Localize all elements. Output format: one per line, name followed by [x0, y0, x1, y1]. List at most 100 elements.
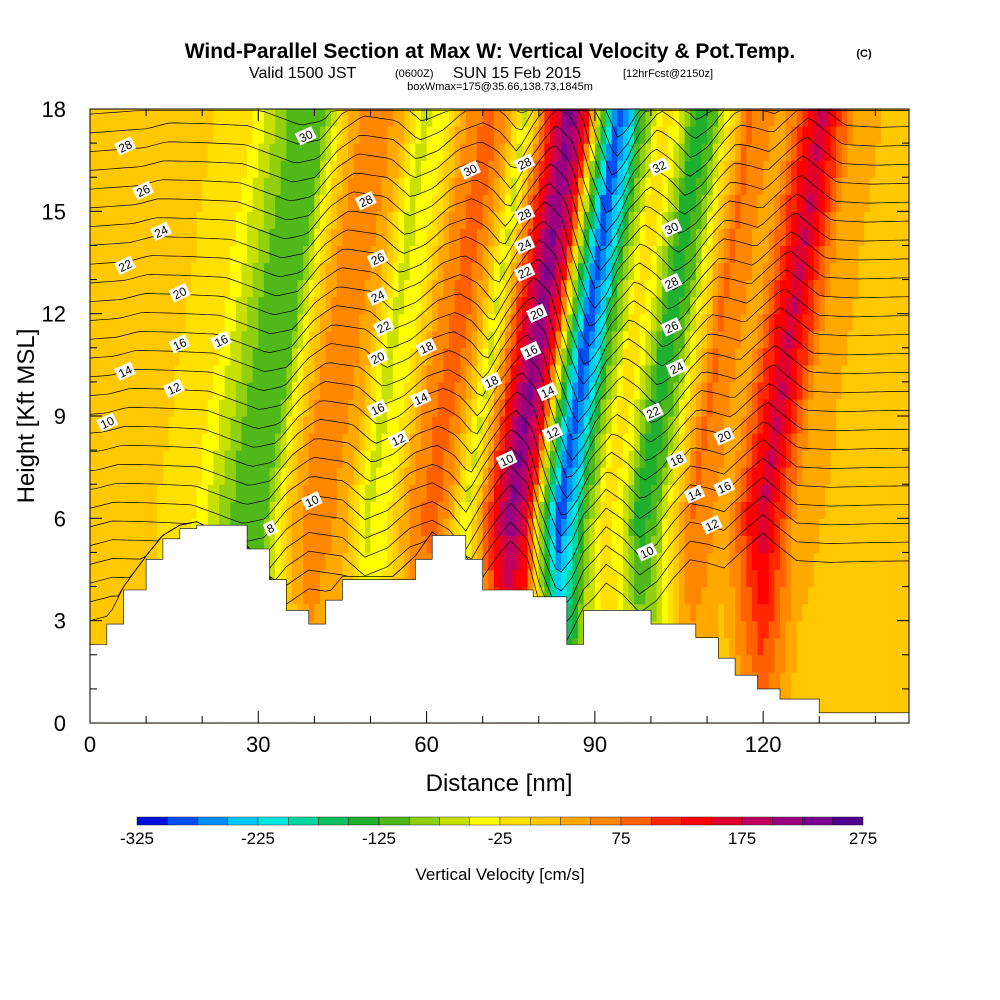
w-cell — [858, 620, 865, 639]
w-cell — [858, 347, 865, 366]
w-cell — [437, 501, 444, 519]
w-cell — [824, 569, 832, 588]
w-cell — [460, 484, 467, 502]
w-cell — [701, 279, 708, 298]
w-cell — [852, 313, 860, 332]
w-cell — [864, 637, 871, 656]
w-cell — [841, 671, 848, 690]
w-cell — [415, 143, 422, 161]
w-cell — [600, 143, 607, 161]
w-cell — [381, 160, 388, 178]
w-cell — [381, 364, 388, 383]
w-cell — [404, 279, 411, 298]
w-cell — [499, 364, 506, 383]
w-cell — [263, 279, 271, 298]
w-cell — [331, 279, 338, 298]
w-cell — [146, 518, 153, 536]
w-cell — [140, 416, 147, 434]
w-cell — [578, 381, 585, 400]
w-cell — [207, 160, 215, 178]
w-cell — [673, 398, 680, 417]
w-cell — [454, 364, 461, 383]
w-cell — [190, 296, 198, 315]
w-cell — [409, 535, 416, 554]
w-cell — [146, 381, 153, 400]
w-cell — [398, 262, 405, 281]
w-cell — [869, 535, 876, 554]
w-cell — [819, 416, 826, 434]
w-cell — [336, 211, 344, 229]
w-cell — [263, 501, 271, 519]
w-cell — [319, 279, 327, 298]
w-cell — [768, 467, 775, 485]
w-cell — [841, 228, 848, 247]
w-cell — [90, 552, 97, 571]
w-cell — [566, 518, 574, 536]
w-cell — [488, 467, 495, 485]
w-cell — [836, 194, 843, 212]
w-cell — [645, 501, 652, 519]
w-cell — [589, 518, 596, 536]
w-cell — [241, 313, 248, 332]
w-cell — [449, 484, 456, 502]
w-cell — [819, 586, 826, 605]
w-cell — [297, 364, 304, 383]
w-cell — [634, 228, 641, 247]
w-cell — [280, 501, 287, 519]
w-cell — [235, 467, 243, 485]
w-cell — [808, 671, 815, 690]
w-cell — [241, 177, 248, 195]
w-cell — [348, 194, 355, 212]
w-cell — [521, 552, 529, 571]
w-cell — [118, 296, 125, 315]
w-cell — [566, 433, 574, 451]
w-cell — [763, 450, 770, 468]
w-cell — [544, 245, 551, 264]
w-cell — [376, 211, 383, 229]
w-cell — [779, 603, 787, 622]
w-cell — [370, 279, 377, 298]
w-cell — [364, 518, 372, 536]
w-cell — [600, 364, 607, 383]
w-cell — [437, 364, 444, 383]
w-cell — [813, 688, 820, 707]
w-cell — [521, 228, 529, 247]
w-cell — [179, 245, 186, 264]
w-cell — [499, 245, 506, 264]
w-cell — [600, 535, 607, 554]
w-cell — [667, 143, 674, 161]
w-cell — [594, 228, 602, 247]
w-cell — [622, 501, 630, 519]
w-cell — [325, 398, 332, 417]
w-cell — [190, 279, 198, 298]
w-cell — [314, 467, 321, 485]
w-cell — [701, 160, 708, 178]
w-cell — [729, 603, 736, 622]
w-cell — [808, 313, 815, 332]
w-cell — [864, 245, 871, 264]
w-cell — [690, 228, 697, 247]
w-cell — [634, 569, 641, 588]
w-cell — [331, 330, 338, 349]
w-cell — [768, 535, 775, 554]
w-cell — [796, 637, 804, 656]
w-cell — [690, 398, 697, 417]
w-cell — [617, 552, 624, 571]
w-cell — [432, 518, 439, 536]
w-cell — [398, 535, 405, 554]
w-cell — [196, 228, 203, 247]
w-cell — [836, 501, 843, 519]
w-cell — [852, 518, 860, 536]
w-cell — [802, 364, 809, 383]
w-cell — [892, 194, 899, 212]
w-cell — [162, 501, 170, 519]
w-cell — [600, 313, 607, 332]
w-cell — [701, 245, 708, 264]
w-cell — [291, 381, 299, 400]
w-cell — [314, 569, 321, 588]
w-cell — [106, 279, 114, 298]
w-cell — [230, 245, 237, 264]
w-cell — [841, 603, 848, 622]
w-cell — [247, 296, 254, 315]
w-cell — [90, 143, 97, 161]
